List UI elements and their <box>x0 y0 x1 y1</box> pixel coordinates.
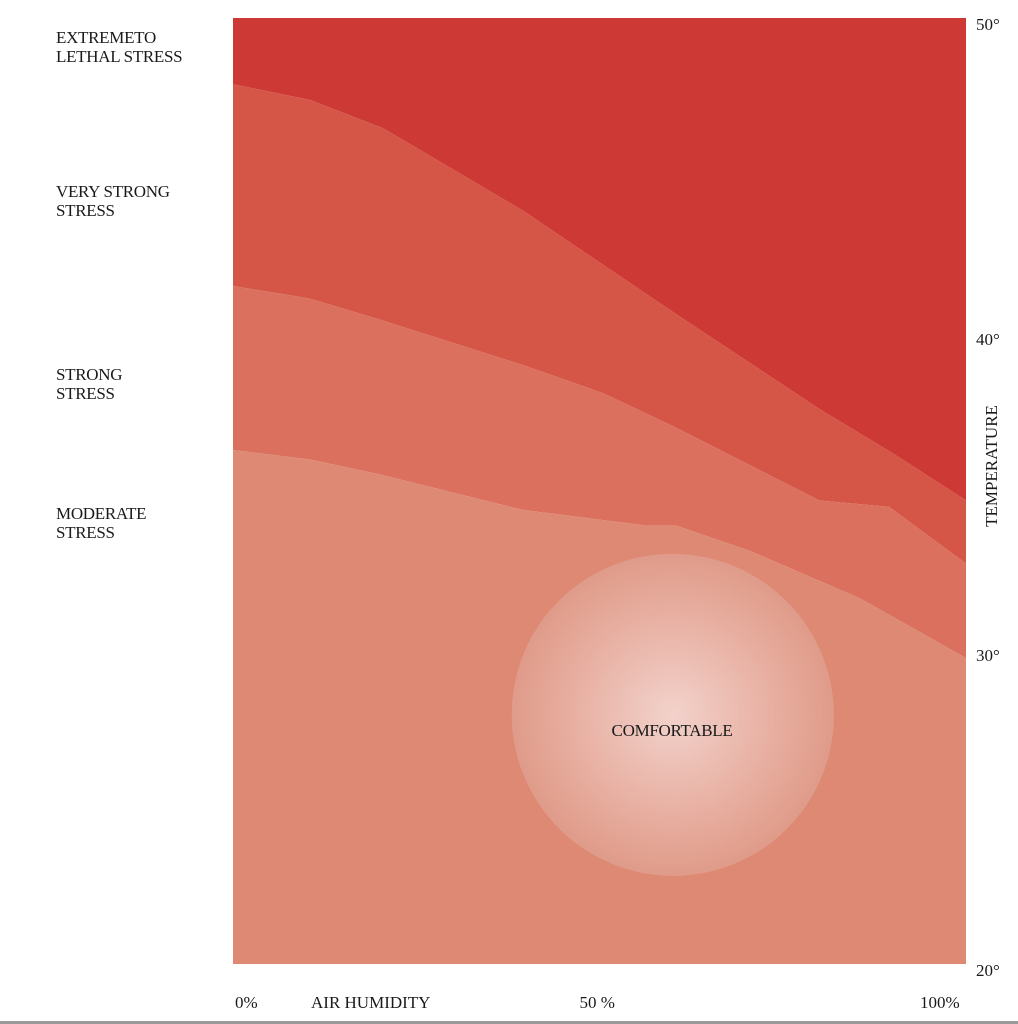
bottom-rule <box>0 1021 1018 1024</box>
comfort-ellipse <box>511 553 834 876</box>
zone-band-2 <box>233 286 966 659</box>
x-axis-label: AIR HUMIDITY <box>311 993 431 1012</box>
zone-band-0 <box>233 18 966 501</box>
y-tick-label: 30° <box>976 645 1000 665</box>
zone-label-3: MODERATE STRESS <box>56 504 147 543</box>
y-tick-label: 20° <box>976 961 1000 980</box>
comfortable-label: COMFORTABLE <box>611 721 733 740</box>
x-tick-label: 100% <box>920 993 960 1012</box>
zone-label-0: EXTREMETO LETHAL STRESS <box>56 27 183 66</box>
x-tick-label: 50 % <box>579 993 615 1012</box>
zone-label-1: VERY STRONG STRESS <box>56 182 170 221</box>
comfort-zone <box>511 553 834 876</box>
zone-label-2: STRONG STRESS <box>56 365 123 404</box>
stress-zones <box>233 18 966 964</box>
y-tick-label: 40° <box>976 330 1000 350</box>
y-axis-label: TEMPERATURE <box>982 405 1001 527</box>
zone-band-1 <box>233 84 966 564</box>
x-tick-label: 0% <box>235 993 258 1012</box>
y-tick-label: 50° <box>976 15 1000 34</box>
